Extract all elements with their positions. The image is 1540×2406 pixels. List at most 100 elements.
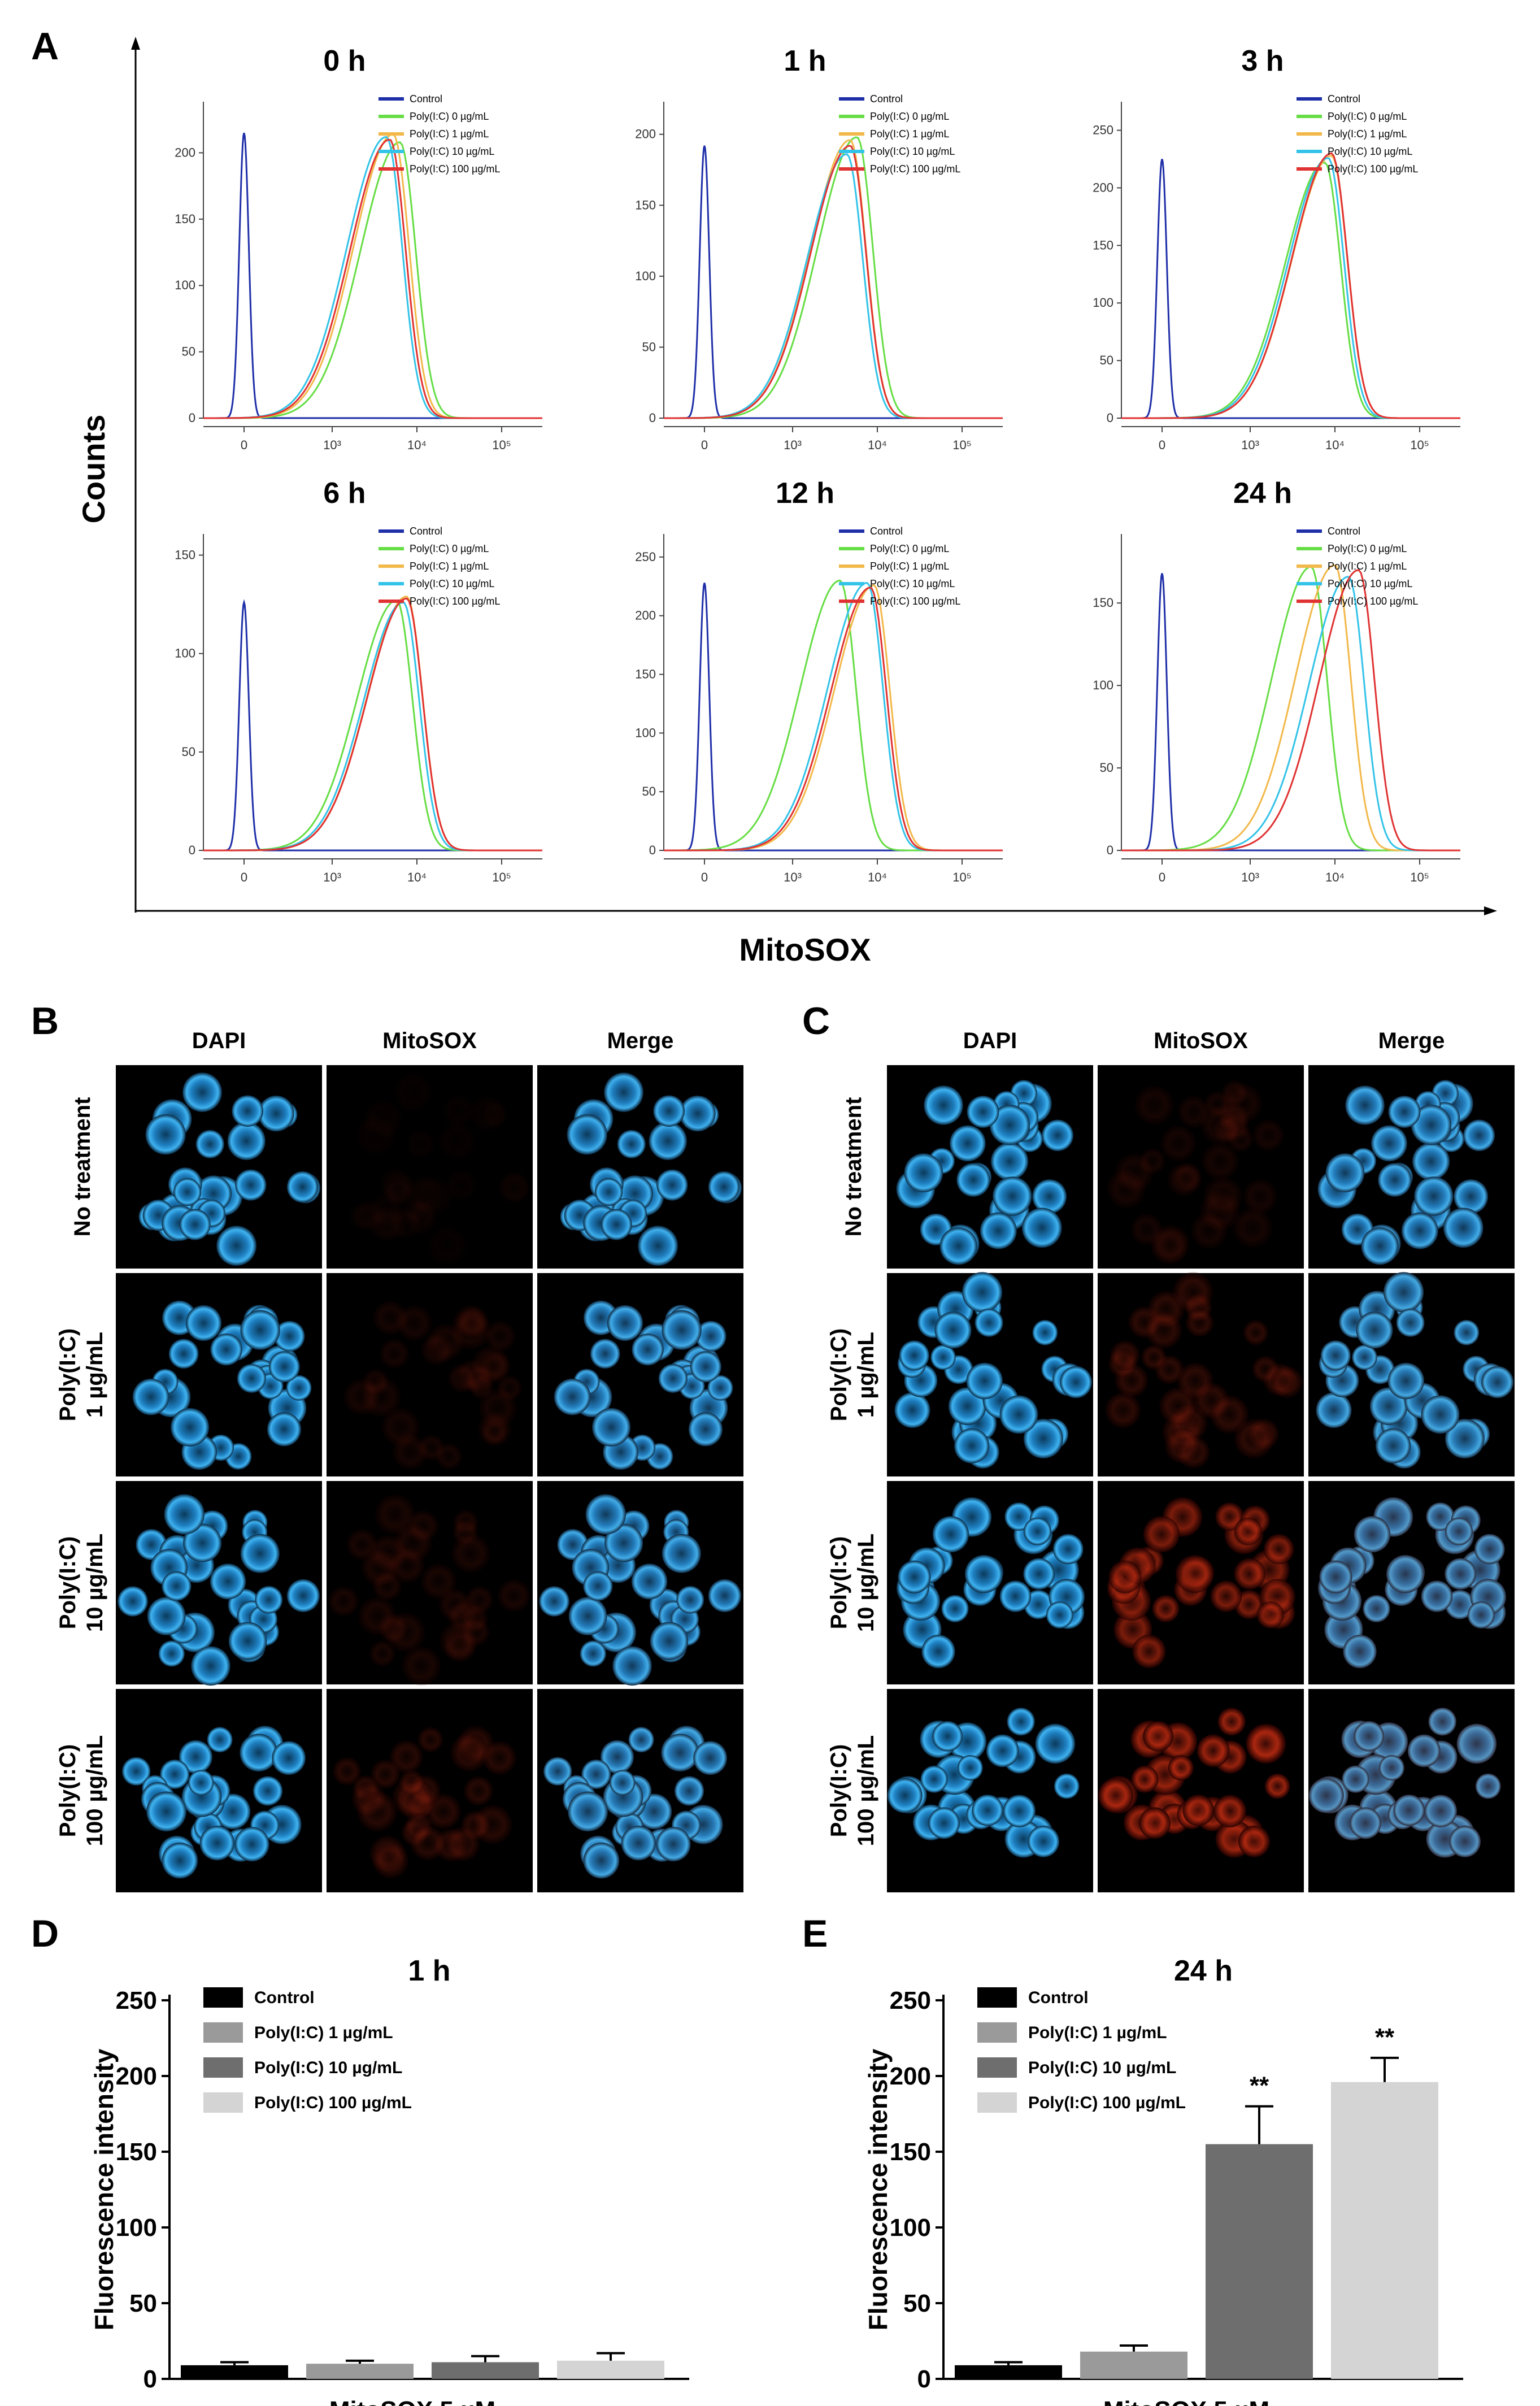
histogram-ytick-label: 50 [182,745,195,759]
bar-legend-entry: Poly(I:C) 100 µg/mL [1028,2094,1186,2112]
cell [162,1842,198,1879]
cell [451,1310,491,1350]
cell [450,1734,489,1772]
cell [930,1344,956,1370]
cell [1481,1366,1513,1399]
histogram-0: 0 h 0 50 100 150 200 0 10³ 10⁴ 10⁵ Control Poly(I:C… [175,45,543,452]
bar-legend-entry: Poly(I:C) 10 µg/mL [254,2058,402,2077]
cell [421,1334,453,1366]
legend-entry: Poly(I:C) 1 µg/mL [870,561,949,572]
cell-overlay [1402,1213,1438,1249]
histogram-xtick-label: 10⁵ [952,870,972,884]
cell-overlay [1350,1807,1381,1839]
legend-entry: Poly(I:C) 1 µg/mL [1328,561,1407,572]
cell [1342,1765,1369,1793]
cell [442,1095,475,1127]
bar-ytick-label: 0 [143,2365,157,2393]
cell [1003,1795,1036,1827]
histogram-title: 3 h [1241,45,1284,77]
cell [1032,1319,1058,1345]
bar-xlabel: MitoSOX 5 µM [329,2396,495,2406]
cell [358,1597,397,1636]
cell-overlay [583,1571,612,1601]
cell [1271,1366,1303,1399]
cell [439,1622,478,1660]
cell [999,1580,1032,1612]
micrograph-mitosox [327,1689,533,1892]
cell-overlay [661,1734,699,1772]
cell [191,1646,230,1686]
histogram-xtick-label: 10³ [323,438,341,452]
bar-legend-entry: Poly(I:C) 1 µg/mL [1028,2023,1167,2042]
cell-overlay [650,1622,688,1660]
cell-overlay [662,1310,702,1350]
cell [267,1412,302,1447]
cell [904,1153,943,1192]
bar-chart-title: 1 h [408,1955,450,1987]
cell-overlay [1456,1723,1497,1764]
legend-entry: Poly(I:C) 10 µg/mL [410,146,494,157]
cell-overlay [1361,1227,1399,1265]
cell [406,1130,435,1158]
cell [162,1571,192,1601]
cell [1210,1580,1242,1612]
cell [1363,1595,1390,1623]
histogram-2: 3 h 0 50 100 150 200 250 0 10³ 10⁴ 10⁵ Control Poly(… [1093,45,1460,452]
histogram-ytick-label: 150 [1093,238,1113,252]
cell [993,1176,1032,1216]
cell [369,1640,395,1667]
cell [333,1757,362,1786]
cell [160,1759,190,1789]
cell [375,1494,415,1535]
histogram-title: 12 h [776,477,834,510]
cell [695,1321,727,1352]
cell-overlay [1386,1555,1425,1593]
cell-overlay [554,1379,591,1415]
row-label-line1: Poly(I:C) [55,1744,80,1837]
panel-a-x-arrow [1484,906,1497,915]
cell-overlay [708,1579,741,1612]
cell-overlay [649,1122,687,1160]
cell [477,1412,512,1447]
histogram-xtick-label: 10⁴ [868,870,887,884]
histogram-ytick-label: 0 [189,411,195,425]
micrograph-merge [537,1481,743,1686]
row-label-line2: 10 µg/mL [854,1534,878,1632]
cell [1177,1096,1210,1128]
histogram-ytick-label: 200 [1093,180,1113,194]
row-label: Poly(I:C) 10 µg/mL [55,1534,107,1632]
cell [1185,1308,1214,1337]
cell [1182,1795,1214,1826]
cell [1467,1601,1495,1629]
histogram-xtick-label: 10⁴ [1325,438,1345,452]
cell [438,1122,476,1160]
cell [356,1114,397,1155]
bar-legend-entry: Control [254,1988,315,2007]
cell [1168,1755,1194,1781]
cell [1411,1105,1452,1145]
cell [1396,1308,1425,1337]
histogram-xtick-label: 0 [1159,870,1165,884]
bar-ytick-label: 50 [903,2290,931,2317]
micrograph-mitosox [1098,1481,1304,1684]
cell-overlay [607,1305,643,1341]
cell [1407,1734,1441,1767]
cell [653,1095,685,1127]
cell [1386,1555,1425,1593]
cell [381,1408,420,1447]
row-label-line1: No treatment [841,1097,866,1237]
cell [240,1310,280,1350]
histogram-ytick-label: 100 [175,646,195,661]
legend-entry: Poly(I:C) 0 µg/mL [1328,543,1407,554]
cell [1007,1708,1035,1736]
histogram-curve-control [1121,573,1461,852]
legend-entry: Poly(I:C) 10 µg/mL [1328,146,1412,157]
cell [173,1178,202,1206]
legend-entry: Poly(I:C) 10 µg/mL [870,146,955,157]
row-label-line1: Poly(I:C) [55,1536,80,1629]
cell-overlay [693,1741,728,1775]
histogram-xtick-label: 10⁴ [868,438,887,452]
bar-ylabel: Fluorescence intensity [863,2048,893,2330]
cell [661,1734,699,1772]
cell-overlay [617,1130,646,1158]
